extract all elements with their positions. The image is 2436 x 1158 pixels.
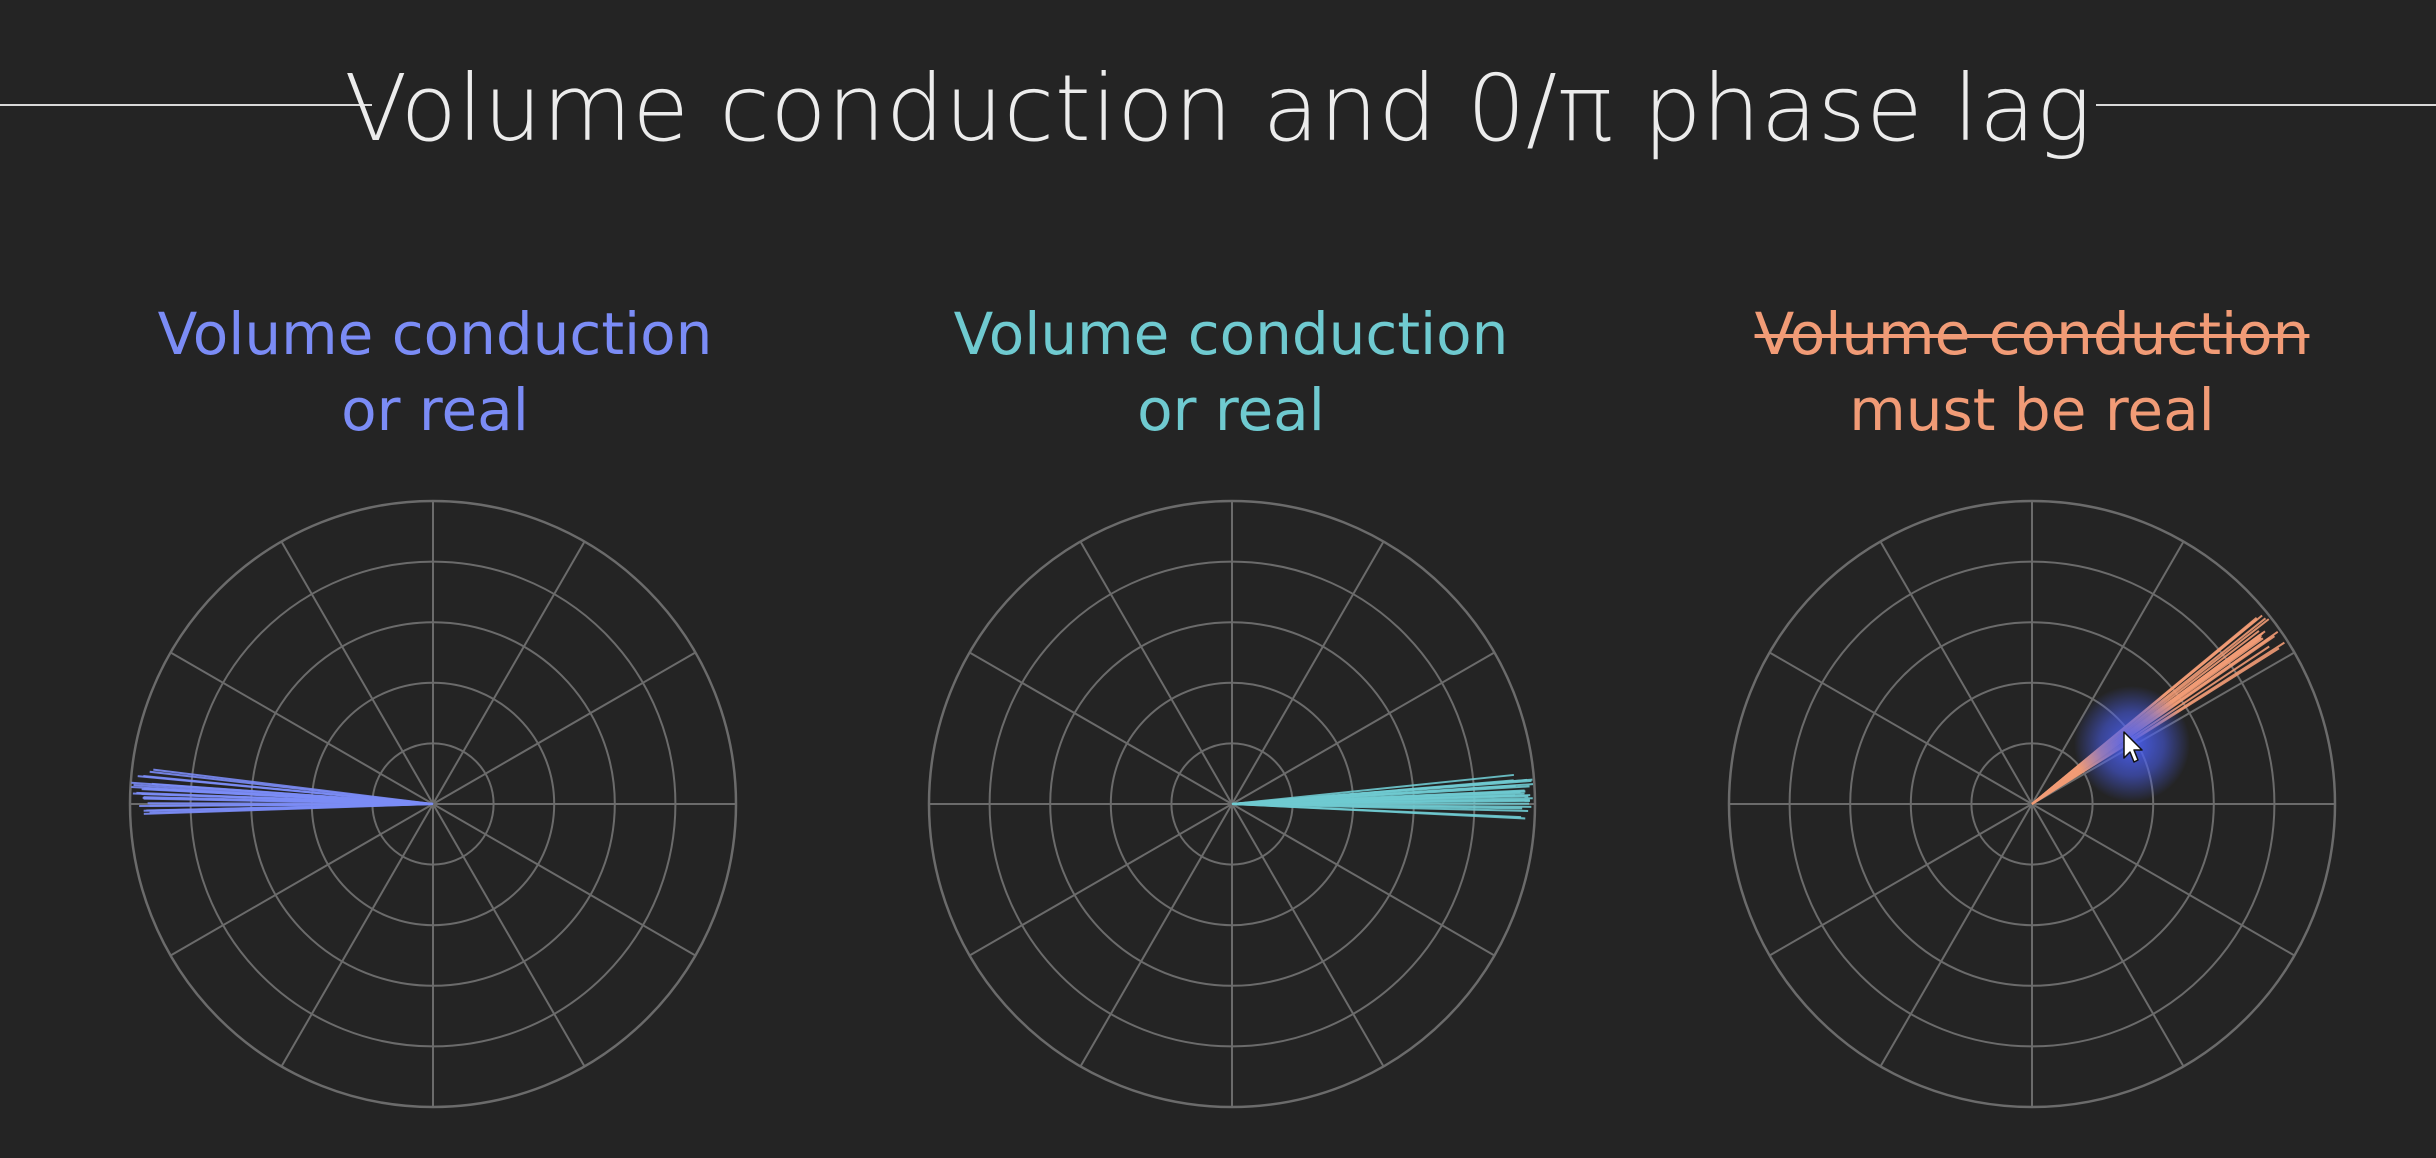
phase-vector [1231, 803, 1522, 819]
polar-plot-left [128, 499, 738, 1109]
panel-heading-left: Volume conduction or real [55, 296, 815, 448]
grid-spoke [1879, 803, 2033, 1067]
mouse-pointer-icon [2123, 731, 2143, 763]
title-rule-left [0, 104, 372, 106]
grid-spoke [432, 651, 696, 805]
panel-heading-right-line2: must be real [1849, 376, 2215, 444]
grid-spoke [1079, 803, 1233, 1067]
panel-heading-left-line2: or real [341, 376, 529, 444]
phase-vector [1231, 798, 1530, 805]
phase-vector [143, 797, 434, 805]
grid-spoke [170, 651, 434, 805]
grid-spoke [1231, 651, 1495, 805]
grid-spoke [1079, 541, 1233, 805]
grid-spoke [1769, 651, 2033, 805]
grid-spoke [432, 803, 696, 957]
grid-spoke [1231, 541, 1385, 805]
panel-heading-right-line1: Volume conduction [1754, 300, 2310, 368]
panel-heading-middle-line2: or real [1137, 376, 1325, 444]
slide-title: Volume conduction and 0/π phase lag [0, 44, 2436, 174]
title-rule-right [2096, 104, 2436, 106]
slide-title-text: Volume conduction and 0/π phase lag [344, 55, 2092, 162]
grid-spoke [1769, 803, 2033, 957]
grid-spoke [280, 803, 434, 1067]
grid-spoke [2031, 803, 2295, 957]
grid-spoke [280, 541, 434, 805]
phase-vector [1231, 803, 1523, 810]
grid-spoke [2031, 803, 2185, 1067]
phase-vector [143, 803, 434, 812]
phase-vector [1231, 778, 1528, 805]
panel-heading-middle-line1: Volume conduction [953, 300, 1509, 368]
panel-heading-left-line1: Volume conduction [157, 300, 713, 368]
phase-vector [1231, 789, 1525, 805]
cursor-highlight [2074, 686, 2190, 802]
polar-plot-right [1727, 499, 2337, 1109]
grid-spoke [1231, 803, 1495, 957]
polar-plot-middle [927, 499, 1537, 1109]
phase-vector [131, 785, 434, 805]
panel-heading-middle: Volume conduction or real [851, 296, 1611, 448]
grid-spoke [1879, 541, 2033, 805]
grid-spoke [969, 651, 1233, 805]
phase-vector [137, 775, 434, 805]
grid-spoke [432, 541, 586, 805]
grid-spoke [1231, 803, 1385, 1067]
grid-spoke [170, 803, 434, 957]
grid-spoke [432, 803, 586, 1067]
panel-heading-right: Volume conduction must be real [1652, 296, 2412, 448]
grid-spoke [969, 803, 1233, 957]
grid-spoke [2031, 541, 2185, 805]
